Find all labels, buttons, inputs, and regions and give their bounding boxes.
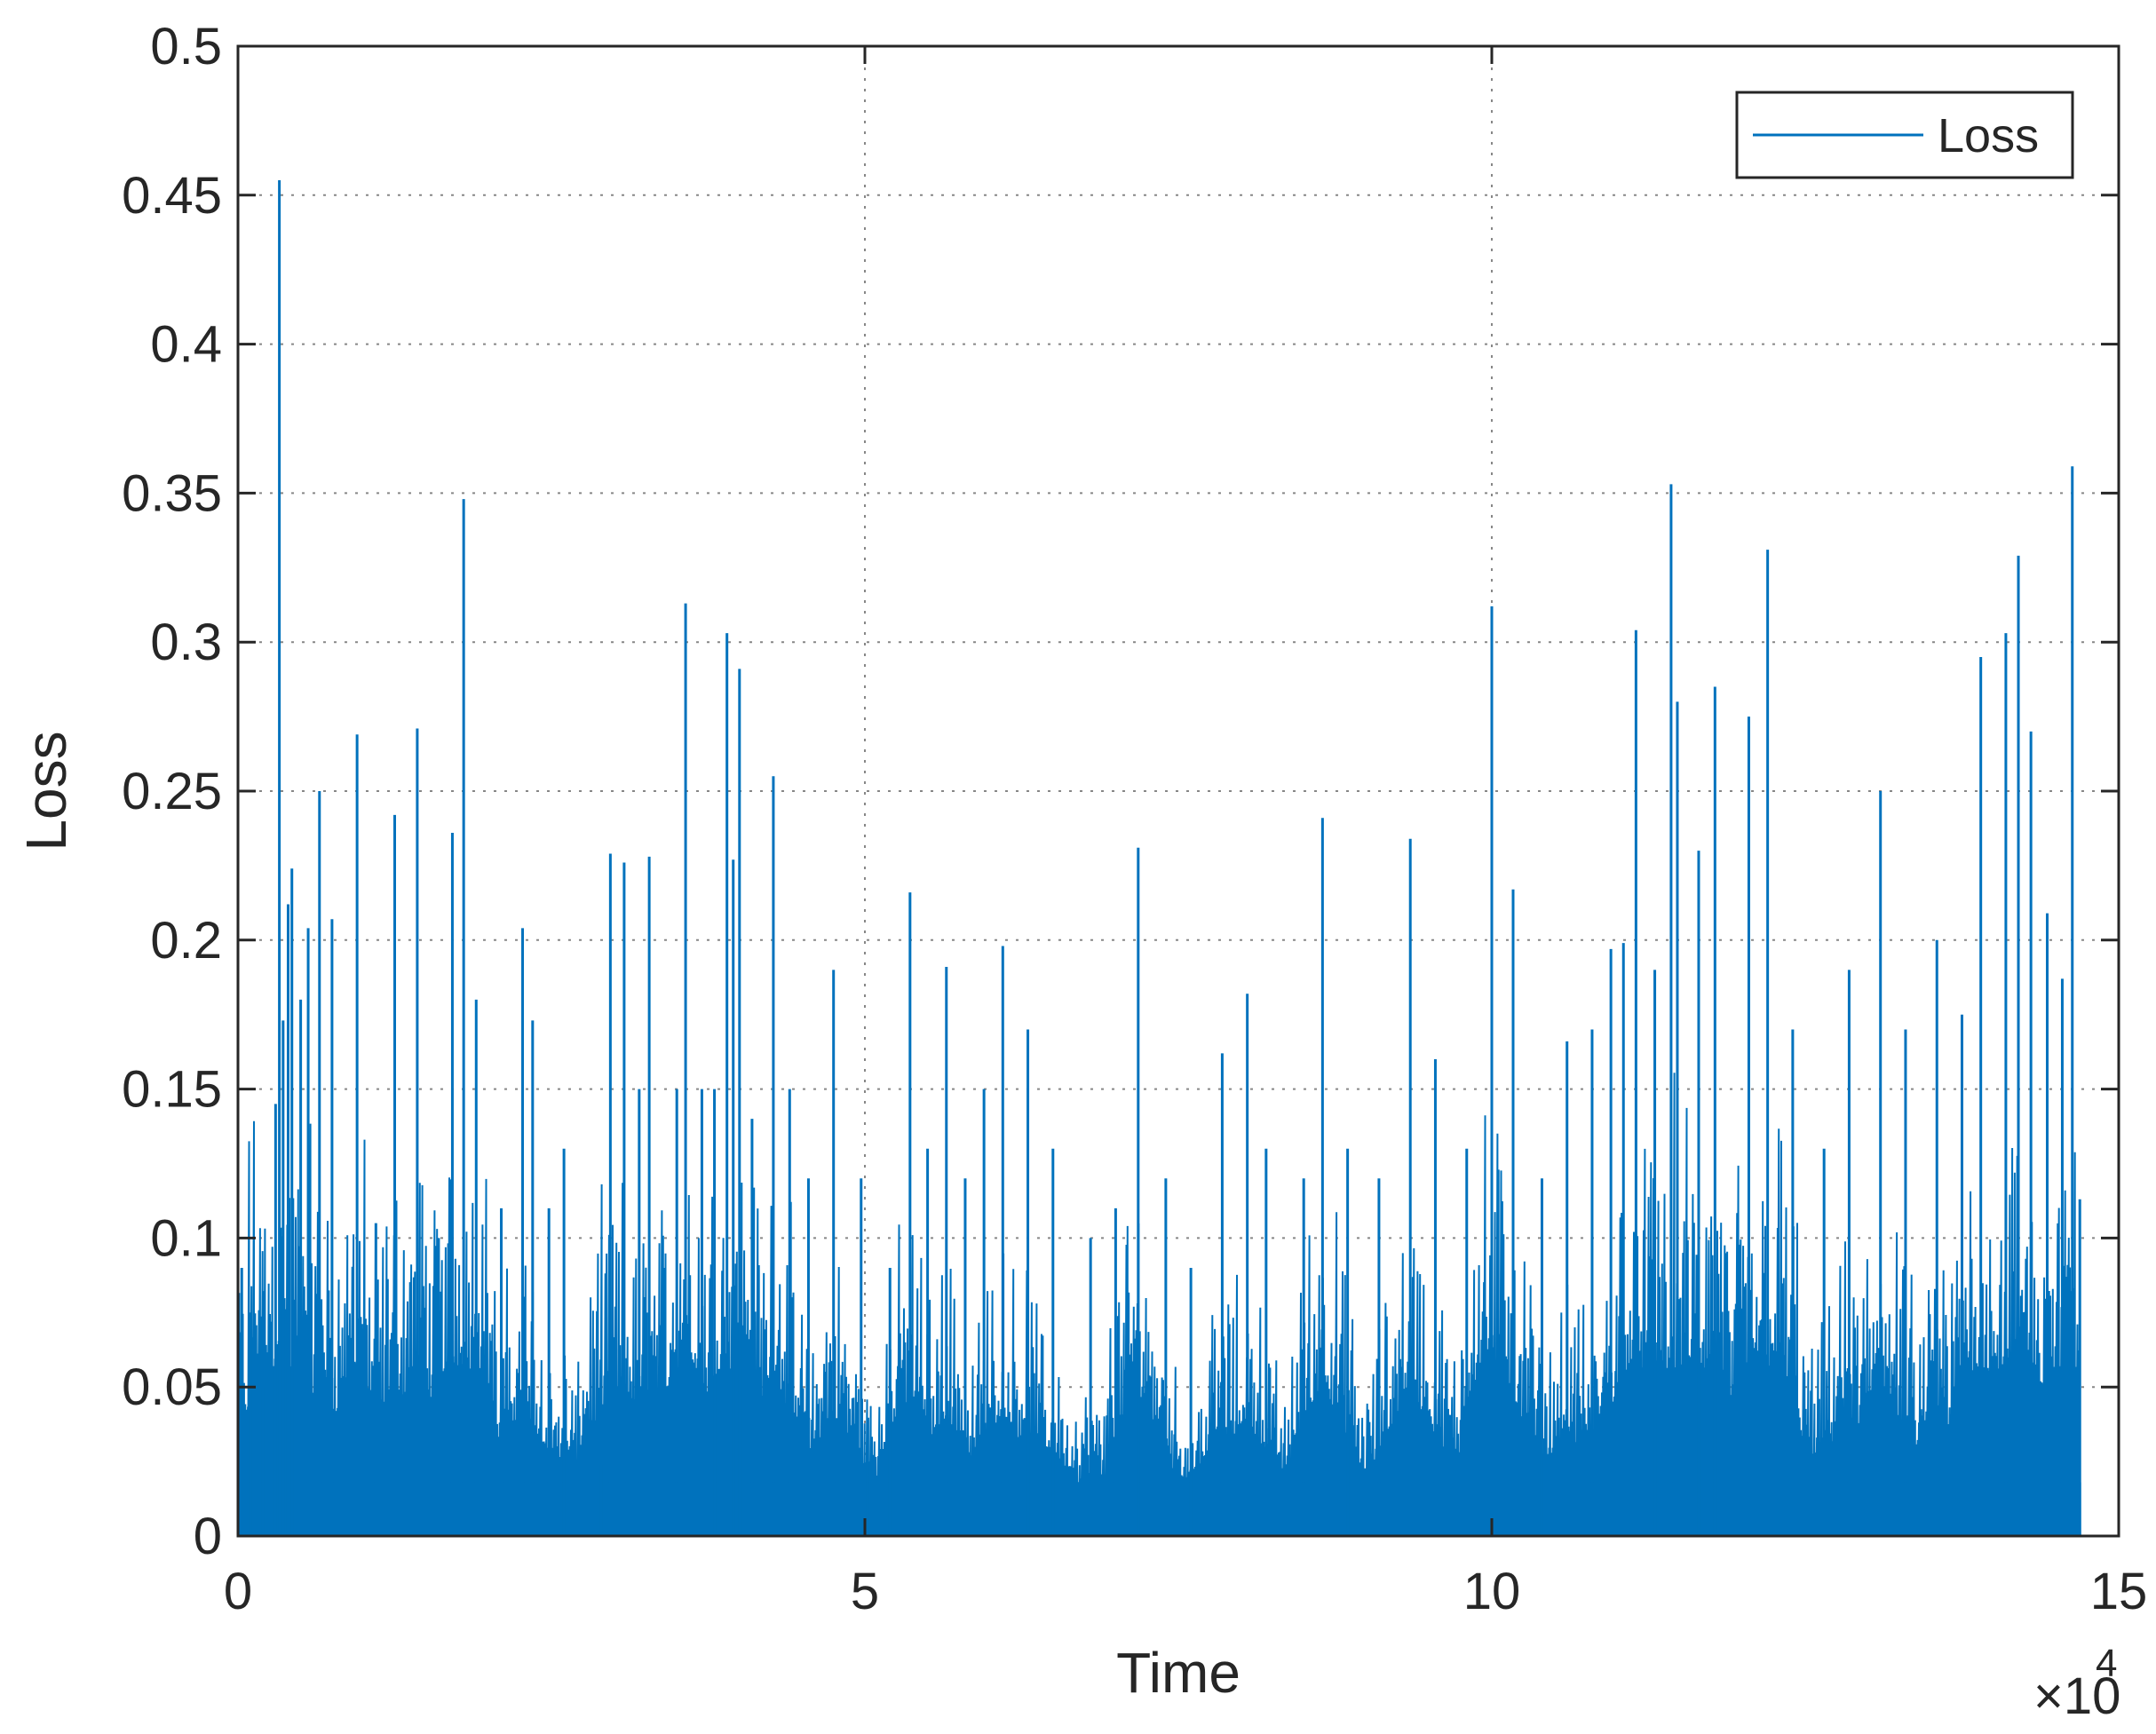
loss-baseline-band	[238, 1482, 2081, 1536]
y-tick-label: 0.5	[150, 18, 222, 75]
x-axis-label: Time	[1116, 1641, 1240, 1705]
y-tick-labels: 0 0.05 0.1 0.15 0.2 0.25 0.3 0.35 0.4 0.45 0.5	[122, 18, 222, 1565]
y-tick-label: 0	[194, 1508, 222, 1565]
y-tick-label: 0.35	[122, 464, 222, 522]
x-tick-labels: 0 5 10 15	[224, 1563, 2147, 1620]
series-loss	[236, 180, 2081, 1537]
grid-lines	[238, 46, 2119, 1536]
x-tick-label: 10	[1463, 1563, 1521, 1620]
y-tick-label: 0.4	[150, 316, 222, 374]
y-axis-label: Loss	[14, 731, 78, 851]
y-tick-label: 0.45	[122, 167, 222, 225]
x-axis-exponent: ×10 4	[2033, 1642, 2120, 1725]
x-exponent-base: ×10	[2033, 1667, 2120, 1725]
y-tick-label: 0.3	[150, 614, 222, 671]
y-tick-label: 0.1	[150, 1209, 222, 1267]
tick-marks	[236, 44, 2120, 1538]
y-tick-label: 0.05	[122, 1358, 222, 1416]
x-tick-label: 0	[224, 1563, 252, 1620]
legend-label-loss: Loss	[1938, 109, 2039, 162]
x-tick-label: 15	[2090, 1563, 2148, 1620]
legend[interactable]: Loss	[1735, 91, 2074, 179]
y-tick-label: 0.25	[122, 763, 222, 820]
y-tick-label: 0.15	[122, 1061, 222, 1119]
y-tick-label: 0.2	[150, 912, 222, 970]
x-tick-label: 5	[851, 1563, 879, 1620]
x-exponent-power: 4	[2096, 1642, 2117, 1685]
